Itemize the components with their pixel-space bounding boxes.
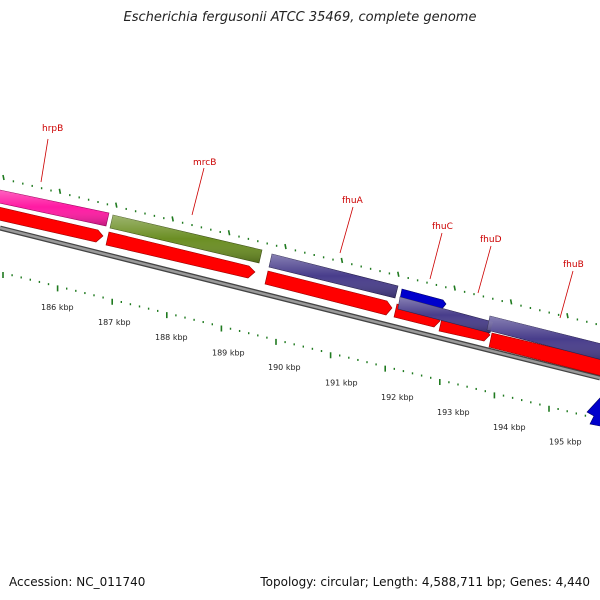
gene-track [0,189,600,427]
outer-tick-ring [2,174,597,326]
leader-line [40,138,49,183]
map-title: Escherichia fergusonii ATCC 35469, compl… [123,10,477,25]
gene-label: mrcB [193,158,216,168]
orf-arrow [264,270,393,316]
genome-summary: Topology: circular; Length: 4,588,711 bp… [260,575,590,589]
tick-mark [397,271,400,277]
gene-label: fhuD [480,235,502,245]
gene-label: fhuA [342,196,364,206]
kbp-label: 188 kbp [155,333,188,342]
leader-line [559,270,574,319]
tick-mark [171,216,174,222]
kbp-scale-labels: 186 kbp 187 kbp 188 kbp 189 kbp 190 kbp 191 k… [41,303,582,447]
leader-line [429,232,443,280]
gene-label: hrpB [42,124,63,134]
orf-arrow [105,231,256,279]
gene-next [586,397,600,427]
tick-mark [453,285,456,291]
tick-mark [284,243,287,250]
tick-mark [509,299,513,305]
kbp-label: 186 kbp [41,303,74,312]
kbp-label: 195 kbp [549,438,582,447]
leader-line [339,206,354,254]
tick-mark [2,174,5,181]
tick-mark [227,230,231,236]
kbp-label: 189 kbp [212,348,245,357]
accession-label: Accession: NC_011740 [9,575,146,589]
kbp-label: 194 kbp [493,423,526,432]
tick-mark [58,188,62,194]
kbp-label: 193 kbp [437,408,470,417]
tick-mark [340,257,344,264]
kbp-label: 192 kbp [381,393,414,402]
gene-labels: hrpB mrcB fhuA fhuC fhuD fhuB [40,124,584,319]
inner-tick-ring [2,272,596,419]
gene-label: fhuB [563,260,584,270]
tick-mark [115,202,118,208]
tick-mark [566,313,569,319]
kbp-label: 190 kbp [268,363,301,372]
orf-arrow [0,207,104,243]
orf-track [0,207,600,376]
leader-line [191,167,205,216]
gene-label: fhuC [432,222,453,232]
leader-line [477,245,492,294]
kbp-label: 191 kbp [325,378,358,387]
kbp-label: 187 kbp [98,318,131,327]
